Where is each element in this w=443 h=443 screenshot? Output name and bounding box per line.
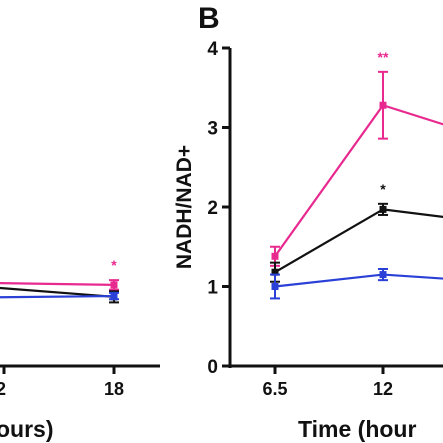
panel-a-significance-label-0: *: [111, 257, 117, 273]
panel-b-letter: B: [198, 2, 220, 35]
panel-a-data-point-2-1: [110, 292, 118, 300]
panel-a-x-ticks: 2 18: [0, 366, 124, 399]
panel-b-y-axis-label: NADH/NAD+: [173, 145, 196, 269]
panel-b-x-tick-label-1: 12: [373, 379, 393, 399]
panel-b-y-tick-label-0: 0: [207, 357, 218, 378]
panel-b-significance-label-1-1: *: [380, 181, 386, 197]
panel-b-y-tick-label-4: 4: [207, 39, 218, 60]
panel-b-data-point-2-0: [271, 283, 279, 290]
panel-a-series-line-2: [0, 294, 115, 299]
panel-b-series-line-2: [274, 273, 443, 288]
panel-b-y-ticks: 0 1 2 3 4: [207, 39, 230, 378]
panel-b-x-ticks: 6.5 12: [262, 366, 393, 399]
panel-a-data-point-0-1: [110, 281, 118, 289]
panel-b-x-tick-label-0: 6.5: [262, 379, 287, 399]
panel-b-significance-label-0-1: **: [378, 49, 389, 65]
panel-b-data-point-0-1: [379, 101, 387, 109]
panel-a-series-line-1: [0, 286, 115, 298]
panel-b-data-point-0-0: [271, 252, 279, 260]
panel-b-data-point-2-1: [379, 271, 387, 279]
panel-a-x-tick-label-0: 2: [0, 379, 6, 399]
panel-a-series: *: [0, 257, 119, 304]
panel-b-y-tick-label-2: 2: [207, 198, 218, 219]
panel-b-series-line-1: [274, 208, 443, 274]
panel-a-x-axis-label: ours): [0, 416, 54, 442]
panel-b-data-point-1-1: [379, 205, 387, 213]
panel-b-series-line-0: [274, 103, 443, 257]
panel-b-x-axis-label: Time (hour: [298, 416, 416, 442]
panel-a: 2 18 * ours): [0, 257, 160, 442]
panel-b-data-point-1-0: [271, 268, 279, 276]
panel-b-y-tick-label-1: 1: [207, 278, 218, 299]
panel-a-x-tick-label-1: 18: [104, 379, 124, 399]
panel-b-series: ***: [270, 49, 443, 300]
panel-b-y-tick-label-3: 3: [207, 119, 218, 140]
panel-a-series-line-0: [0, 282, 115, 287]
